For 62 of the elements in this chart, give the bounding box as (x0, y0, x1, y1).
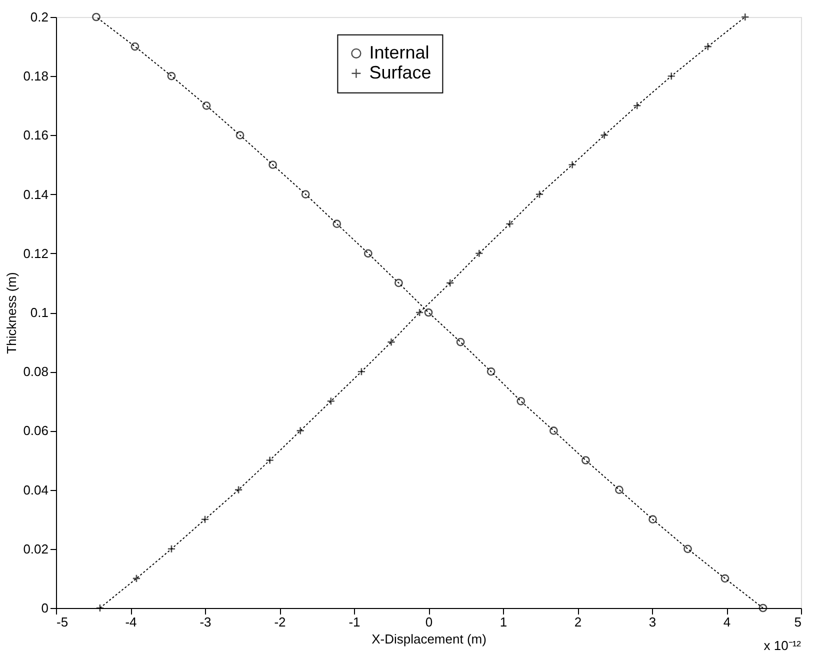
point (202, 101, 211, 110)
point (684, 544, 692, 554)
legend-label: Surface (369, 62, 432, 82)
point (720, 574, 730, 583)
x-tick-label: 2 (574, 614, 582, 630)
point (535, 190, 544, 198)
y-tick-label: 0.06 (23, 423, 48, 438)
point (415, 308, 424, 317)
point (167, 544, 176, 554)
point (615, 486, 624, 494)
y-tick-label: 0.2 (30, 10, 48, 24)
y-tick-label: 0.18 (23, 68, 48, 84)
x-tick-label: 0 (425, 614, 433, 630)
point (268, 160, 277, 169)
point (132, 574, 141, 583)
point (704, 42, 712, 51)
point (92, 12, 100, 22)
point (582, 456, 590, 464)
point (758, 604, 768, 612)
x-tick-label: 3 (648, 614, 656, 630)
x-tick-label: 5 (794, 614, 802, 630)
point (364, 249, 372, 258)
point (387, 338, 396, 346)
x-tick-label: -4 (125, 614, 137, 630)
y-tick-label: 0.02 (23, 541, 48, 556)
point (632, 101, 642, 110)
point (516, 396, 526, 406)
point (486, 367, 496, 376)
y-tick-label: 0 (41, 600, 48, 616)
y-tick-label: 0.08 (23, 364, 48, 380)
x-tick-label: -1 (348, 614, 360, 630)
x-tick-label: -2 (274, 614, 286, 630)
text: x 10⁻¹² (764, 638, 802, 653)
y-tick-label: 0.04 (23, 482, 48, 498)
point (326, 396, 336, 406)
y-tick-label: 0.1 (30, 305, 48, 320)
point (394, 278, 403, 288)
point (446, 278, 454, 288)
point (332, 220, 342, 228)
point (549, 426, 558, 435)
x-tick-label: -3 (200, 614, 212, 630)
point (740, 12, 750, 22)
y-tick-label: 0.14 (23, 186, 48, 202)
legend-label: Internal (369, 42, 430, 62)
point (424, 308, 433, 317)
point (357, 367, 366, 376)
y-axis-title: Thickness (m) (4, 272, 20, 354)
x-tick-label: 1 (500, 614, 508, 630)
point (234, 486, 243, 494)
x-axis-title: X-Displacement (m) (372, 632, 486, 646)
point (236, 131, 244, 140)
point (130, 42, 140, 51)
point (200, 515, 210, 524)
point (667, 72, 676, 80)
x-tick-label: 4 (723, 614, 731, 630)
y-tick-label: 0.16 (23, 128, 48, 143)
y-tick-label: 0.12 (23, 246, 48, 261)
x-tick-label: -5 (56, 614, 68, 630)
point (648, 515, 657, 524)
point (301, 190, 310, 198)
point (167, 72, 176, 80)
point (456, 338, 465, 346)
